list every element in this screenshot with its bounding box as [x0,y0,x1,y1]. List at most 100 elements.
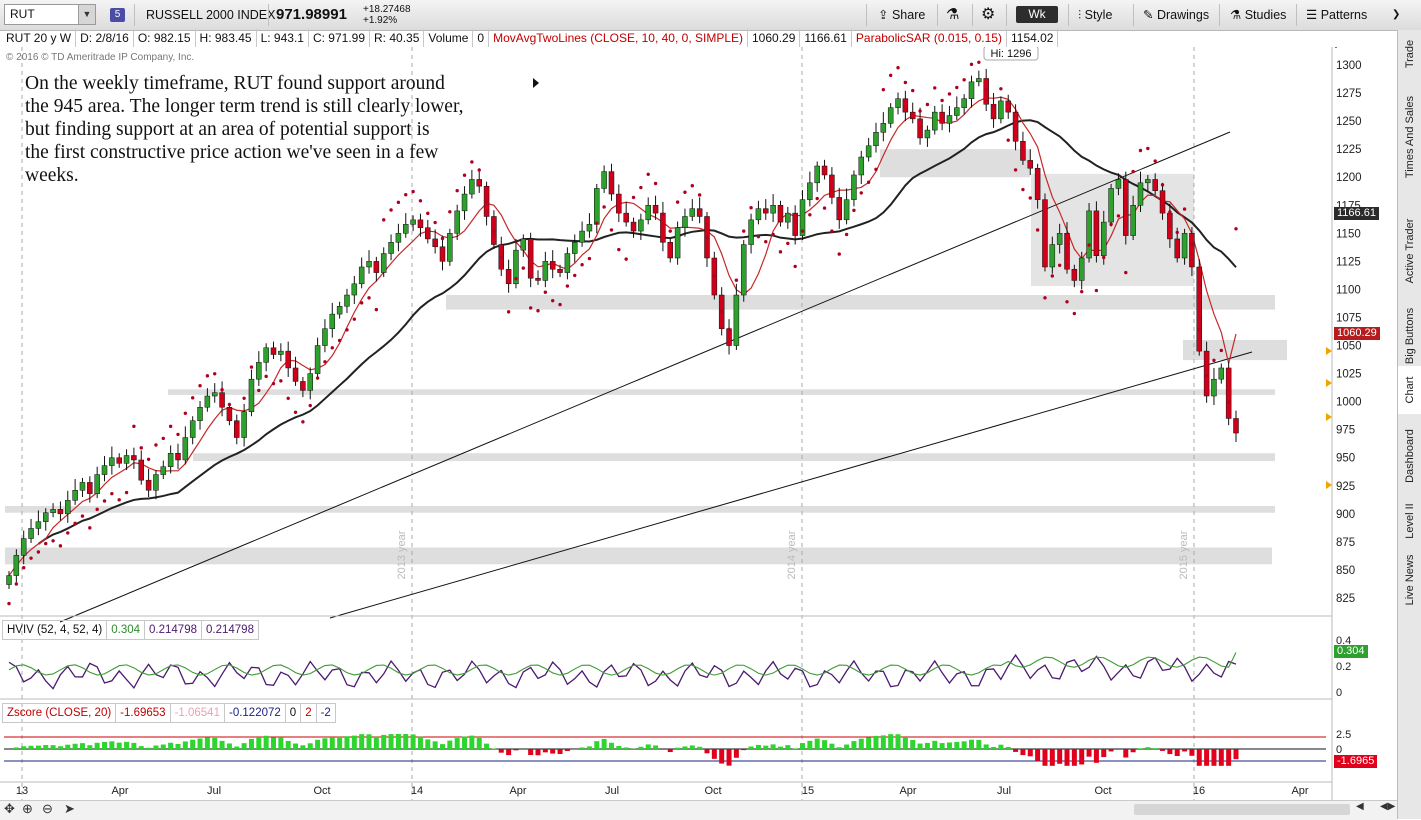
candle-body [1226,368,1231,418]
share-button[interactable]: ⇪ Share [878,0,925,30]
candle-body [1035,168,1040,199]
sar-dot [727,328,730,331]
pan-icon[interactable]: ✥ [4,801,15,817]
candle-body [1079,258,1084,280]
drawings-button[interactable]: ✎ Drawings [1143,0,1209,30]
zscore-label[interactable]: Zscore (CLOSE, 20) [2,703,115,723]
zoom-in-icon[interactable]: ⊕ [22,801,33,817]
sidebar-tab-chart[interactable]: Chart [1398,366,1421,414]
collapse-chevron-icon[interactable]: ❯ [1392,0,1400,30]
zscore-bar [785,745,790,749]
scroll-both-icon[interactable]: ◀▶ [1380,801,1395,812]
symbol-input[interactable]: RUT ▼ [4,4,96,25]
gear-icon[interactable]: ⚙ [981,0,995,30]
scroll-left-icon[interactable]: ◀ [1356,801,1364,812]
candle-body [1138,183,1143,205]
sar-dot [1036,228,1039,231]
chart-annotation[interactable]: On the weekly timeframe, RUT found suppo… [25,72,545,187]
candle-body [183,438,188,460]
ma-slow-value: 1166.61 [800,29,852,47]
zscore-bar [131,743,136,749]
price-tick-label: 950 [1336,453,1355,465]
sar-study-label[interactable]: ParabolicSAR (0.015, 0.15) [852,29,1007,47]
zscore-bar [124,742,129,749]
sidebar-tab-trade[interactable]: Trade [1398,30,1421,78]
candle-body [940,112,945,123]
ma-study-label[interactable]: MovAvgTwoLines (CLOSE, 10, 40, 0, SIMPLE… [489,29,748,47]
candle-body [95,475,100,494]
sar-dot [933,86,936,89]
candle-body [954,108,959,116]
candle-body [609,172,614,194]
candle-body [976,78,981,81]
volume-label[interactable]: Volume [424,29,473,47]
horizontal-scrollbar[interactable] [1134,804,1350,815]
sar-dot [566,284,569,287]
sar-dot [140,446,143,449]
candle-body [322,329,327,346]
cursor-icon[interactable]: ➤ [64,801,75,817]
candle-body [264,348,269,363]
price-tick-label: 1200 [1336,172,1362,184]
sar-dot [1131,170,1134,173]
zscore-bar [1234,749,1239,759]
zscore-bar [1079,749,1084,764]
sar-dot [1021,188,1024,191]
zscore-bar [793,748,798,749]
sidebar-tab-times-and-sales[interactable]: Times And Sales [1398,78,1421,196]
symbol-dropdown-icon[interactable]: ▼ [78,5,95,24]
sidebar-tab-dashboard[interactable]: Dashboard [1398,414,1421,498]
sar-dot [720,309,723,312]
sar-dot [705,236,708,239]
candle-body [837,197,842,219]
flask-icon[interactable]: ⚗ [946,0,959,30]
candle-body [367,261,372,267]
patterns-button[interactable]: ☰ Patterns [1306,0,1367,30]
hviv-label[interactable]: HVIV (52, 4, 52, 4) [2,620,106,640]
support-zone [446,295,1275,310]
candle-body [396,233,401,242]
zscore-bar [462,737,467,749]
zoom-out-icon[interactable]: ⊖ [42,801,53,817]
zscore-bar [227,743,232,749]
zscore-bar [851,741,856,749]
sar-dot [1139,149,1142,152]
sidebar-tab-active-trader[interactable]: Active Trader [1398,196,1421,306]
candle-body [1131,205,1136,235]
style-button[interactable]: ⫶ Style [1078,0,1112,30]
sar-dot [66,531,69,534]
sar-dot [73,522,76,525]
candle-body [1020,141,1025,160]
sar-dot [411,190,414,193]
time-tick-label: Jul [997,785,1011,797]
zscore-bar [315,740,320,749]
sar-dot [588,257,591,260]
time-tick-label: Apr [509,785,526,797]
price-tick-label: 850 [1336,565,1355,577]
timeframe-button[interactable]: Wk [1016,6,1058,23]
candle-body [910,112,915,119]
zscore-bar [322,738,327,749]
studies-button[interactable]: ⚗ Studies [1230,0,1286,30]
sar-dot [1051,274,1054,277]
link-group-badge[interactable]: 5 [110,8,125,22]
zscore-bar [1116,749,1121,750]
sidebar-tab-live-news[interactable]: Live News [1398,544,1421,616]
candle-body [881,123,886,132]
zscore-bar [704,749,709,753]
year-separator-label: 2013 year [396,530,408,579]
style-label: Style [1085,8,1113,22]
candle-body [807,183,812,200]
candle-body [300,381,305,390]
candle-body [1057,233,1062,244]
toolbar-divider [1219,4,1220,26]
zscore-bar [668,749,673,752]
sar-dot [1080,290,1083,293]
zscore-bar [925,743,930,749]
candle-body [741,245,746,295]
zscore-bar [1020,749,1025,755]
sidebar-tab-level-ii[interactable]: Level II [1398,498,1421,544]
sidebar-tab-big-buttons[interactable]: Big Buttons [1398,306,1421,366]
sar-dot [896,66,899,69]
